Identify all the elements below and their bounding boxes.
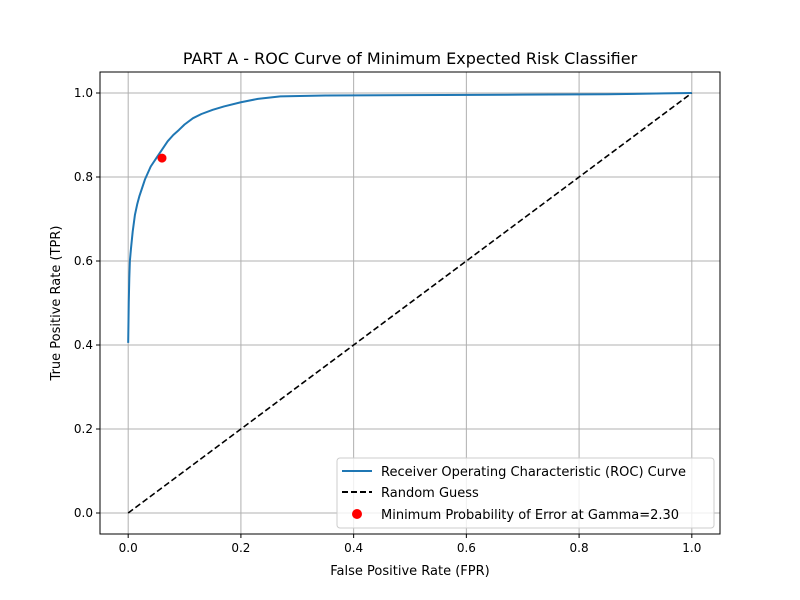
plot-series (127, 92, 693, 514)
x-tick-label: 0.0 (119, 541, 138, 555)
legend-swatch-min-error-point (352, 509, 362, 519)
legend-label-roc: Receiver Operating Characteristic (ROC) … (381, 465, 686, 480)
legend: Receiver Operating Characteristic (ROC) … (336, 457, 715, 529)
y-axis-label: True Positive Rate (TPR) (49, 226, 64, 382)
legend-label-min-error-point: Minimum Probability of Error at Gamma=2.… (381, 508, 679, 523)
random-guess-line (127, 92, 693, 514)
axis-ticks: 0.0 0.2 0.4 0.6 0.8 1.0 0.0 0.2 0.4 0.6 0.8 1.0 (74, 86, 701, 555)
y-tick-label: 0.4 (74, 338, 93, 352)
x-tick-label: 1.0 (682, 541, 701, 555)
min-error-point (157, 153, 167, 163)
legend-box (336, 457, 715, 529)
x-tick-label: 0.2 (231, 541, 250, 555)
x-tick-label: 0.6 (457, 541, 476, 555)
legend-label-random-guess: Random Guess (381, 486, 479, 501)
y-tick-label: 0.2 (74, 422, 93, 436)
chart-title: PART A - ROC Curve of Minimum Expected R… (183, 49, 638, 68)
grid (100, 72, 720, 534)
x-axis-label: False Positive Rate (FPR) (330, 564, 489, 579)
x-tick-label: 0.4 (344, 541, 363, 555)
y-tick-label: 0.0 (74, 506, 93, 520)
y-tick-label: 0.6 (74, 254, 93, 268)
y-tick-label: 0.8 (74, 170, 93, 184)
plot-area-frame (99, 71, 721, 535)
y-tick-label: 1.0 (74, 86, 93, 100)
x-tick-label: 0.8 (570, 541, 589, 555)
roc-curve-line (127, 92, 692, 343)
